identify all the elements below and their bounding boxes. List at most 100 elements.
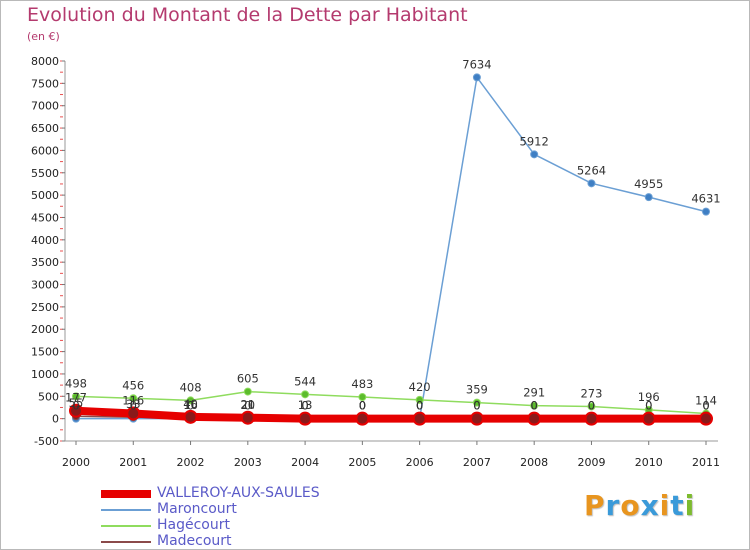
x-tick-label: 2009 <box>577 456 605 469</box>
x-tick-label: 2011 <box>692 456 720 469</box>
chart-title: Evolution du Montant de la Dette par Hab… <box>27 4 468 26</box>
data-point-0 <box>126 406 141 421</box>
y-tick-label: 6000 <box>31 144 59 157</box>
data-label-3: 20 <box>240 398 255 412</box>
data-label-1: 4631 <box>691 192 720 206</box>
data-point-2 <box>243 387 252 396</box>
data-label-0: 40 <box>183 397 198 411</box>
data-label-2: 196 <box>638 390 660 404</box>
x-tick-label: 2010 <box>635 456 663 469</box>
y-tick-label: 4500 <box>31 211 59 224</box>
legend-swatch <box>101 490 151 498</box>
legend-label: Maroncourt <box>157 501 237 517</box>
y-tick-label: 0 <box>52 413 59 426</box>
x-tick-label: 2000 <box>62 456 90 469</box>
data-label-2: 408 <box>180 380 202 394</box>
data-point-2 <box>472 398 481 407</box>
logo-letter: o <box>620 489 641 522</box>
data-point-1 <box>587 179 596 188</box>
logo-letter: P <box>584 489 606 522</box>
data-point-2 <box>415 395 424 404</box>
data-point-0 <box>298 411 313 426</box>
data-point-2 <box>587 402 596 411</box>
data-label-3: 0 <box>588 399 595 413</box>
data-point-0 <box>69 403 83 418</box>
data-label-2: 456 <box>122 378 144 392</box>
data-point-2 <box>129 394 138 403</box>
logo-letter: r <box>605 489 621 522</box>
data-label-2: 498 <box>65 376 87 390</box>
data-label-3: 0 <box>531 399 538 413</box>
y-tick-label: 1000 <box>31 368 59 381</box>
x-tick-label: 2003 <box>234 456 262 469</box>
data-label-3: 0 <box>702 399 709 413</box>
data-label-3: 33 <box>126 397 141 411</box>
data-point-2 <box>72 392 80 401</box>
data-label-2: 605 <box>237 372 259 386</box>
data-label-2: 291 <box>523 386 545 400</box>
data-label-0: 116 <box>122 393 144 407</box>
data-point-2 <box>530 401 539 410</box>
legend-swatch <box>101 525 151 527</box>
data-label-1: 0 <box>416 399 423 413</box>
data-label-0: 0 <box>702 399 709 413</box>
data-label-0: 0 <box>473 399 480 413</box>
data-point-0 <box>641 411 656 426</box>
data-point-0 <box>355 411 370 426</box>
y-tick-label: 7000 <box>31 100 59 113</box>
y-tick-label: 2000 <box>31 323 59 336</box>
logo-letter: i <box>684 489 696 522</box>
x-tick-label: 2008 <box>520 456 548 469</box>
y-tick-label: 7500 <box>31 77 59 90</box>
legend-label: VALLEROY-AUX-SAULES <box>157 485 320 501</box>
data-label-3: 55 <box>69 396 84 410</box>
data-label-0: 0 <box>645 399 652 413</box>
data-label-1: 0 <box>72 399 79 413</box>
y-tick-label: 1500 <box>31 346 59 359</box>
data-label-1: 4955 <box>634 177 663 191</box>
data-point-1 <box>644 193 653 202</box>
chart-subtitle: (en €) <box>27 30 60 43</box>
legend-swatch <box>101 509 151 511</box>
data-label-1: 5912 <box>520 134 549 148</box>
data-label-2: 114 <box>695 394 717 408</box>
x-tick-label: 2001 <box>119 456 147 469</box>
data-point-0 <box>699 411 713 426</box>
data-point-0 <box>412 411 427 426</box>
series-layer <box>69 73 713 426</box>
data-point-1 <box>702 207 710 216</box>
logo-letter: x <box>640 489 660 522</box>
y-tick-label: 3500 <box>31 256 59 269</box>
y-tick-label: 8000 <box>31 55 59 68</box>
y-tick-label: 6500 <box>31 122 59 135</box>
data-point-0 <box>584 411 599 426</box>
data-label-3: 16 <box>183 398 198 412</box>
data-label-1: 7634 <box>462 57 491 71</box>
data-label-3: 0 <box>645 399 652 413</box>
data-label-0: 0 <box>416 399 423 413</box>
data-point-0 <box>469 411 484 426</box>
x-tick-label: 2007 <box>463 456 491 469</box>
data-label-0: 0 <box>359 399 366 413</box>
y-tick-label: 3000 <box>31 279 59 292</box>
data-label-1: 0 <box>301 399 308 413</box>
data-point-0 <box>183 409 198 424</box>
chart-axes: -500050010001500200025003000350040004500… <box>31 55 720 469</box>
data-point-2 <box>186 396 195 405</box>
data-label-1: 0 <box>359 399 366 413</box>
data-label-3: 0 <box>473 399 480 413</box>
logo-letter: t <box>670 489 685 522</box>
data-point-1 <box>472 73 481 82</box>
data-label-0: 0 <box>301 399 308 413</box>
data-label-0: 0 <box>588 399 595 413</box>
x-tick-label: 2002 <box>177 456 205 469</box>
data-label-3: 0 <box>416 399 423 413</box>
data-label-2: 544 <box>294 374 316 388</box>
data-label-1: 0 <box>187 399 194 413</box>
data-point-1 <box>530 150 539 159</box>
series-line-0 <box>72 406 710 423</box>
data-labels-layer: 177 116 40 21 0 0 0 0 0 0 0 00 0 0 0 0 0 0763459125264495… <box>65 57 721 412</box>
proxiti-logo: Proxiti <box>584 489 695 522</box>
y-tick-label: -500 <box>34 435 59 448</box>
